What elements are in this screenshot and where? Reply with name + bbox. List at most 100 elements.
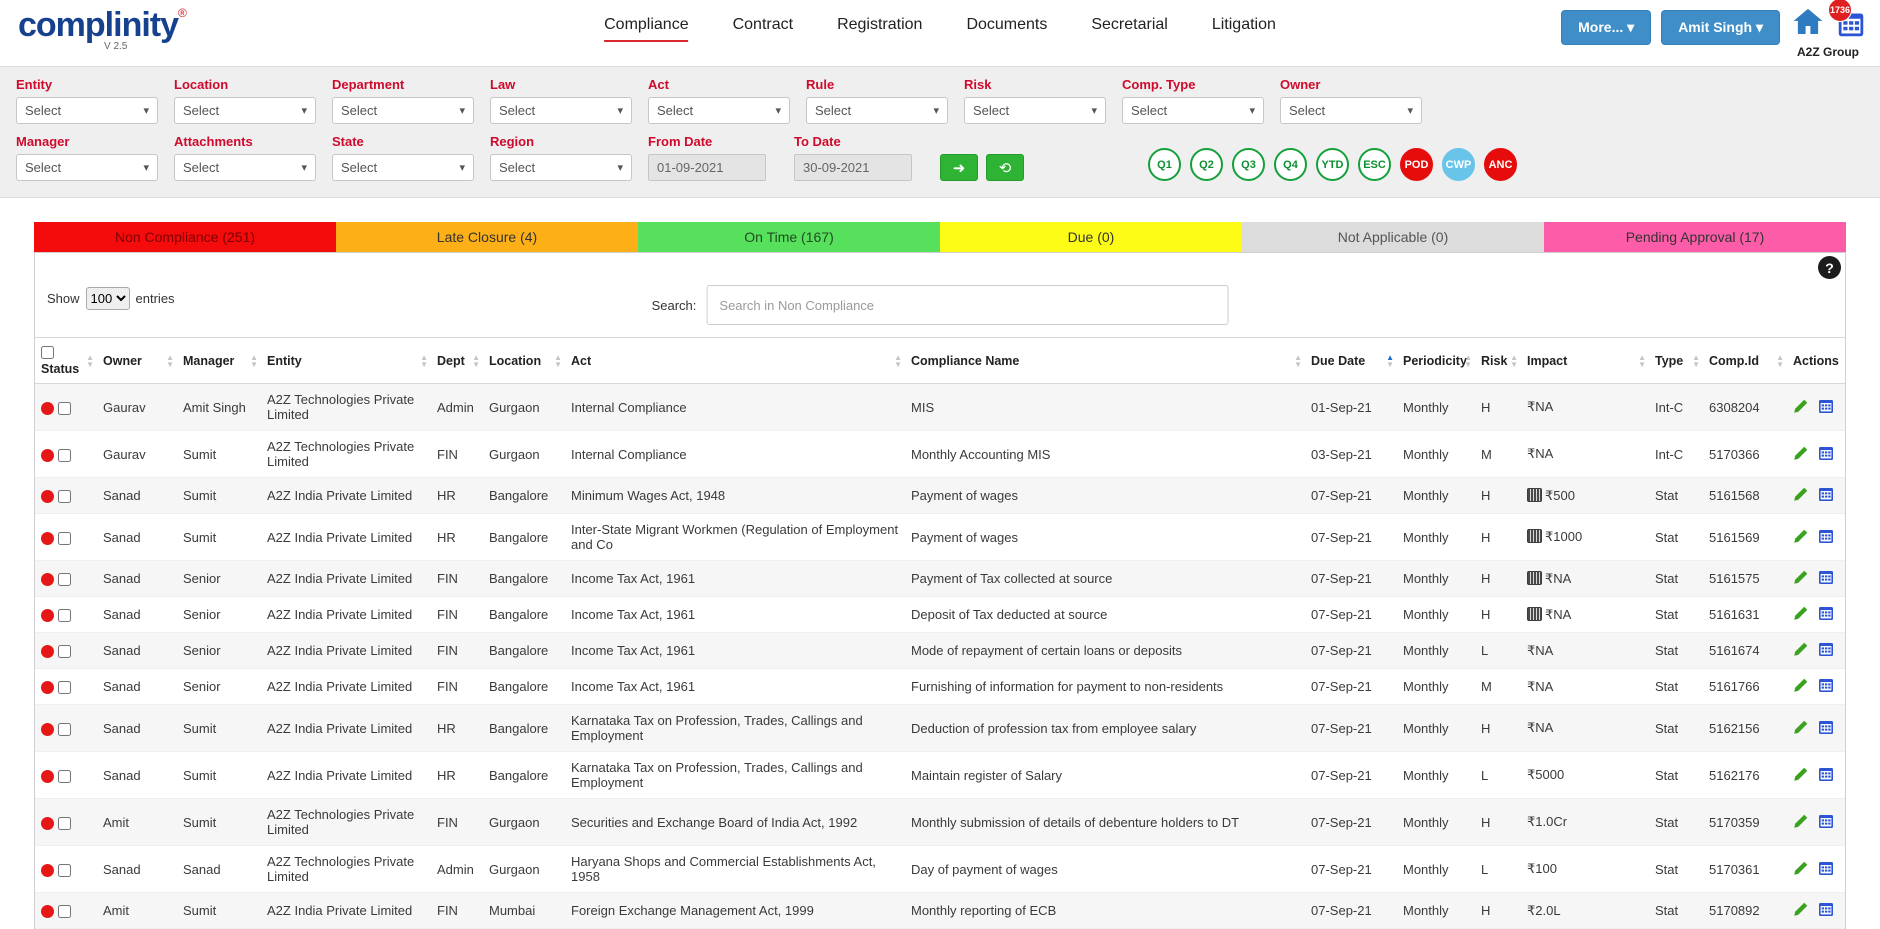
table-row[interactable]: Amit Sumit A2Z India Private Limited FIN… — [35, 892, 1845, 929]
row-checkbox[interactable] — [58, 531, 71, 545]
edit-icon[interactable] — [1793, 813, 1809, 832]
sort-icon[interactable]: ▲ ▼ — [166, 352, 174, 369]
quick-button-esc[interactable]: ESC — [1358, 148, 1391, 181]
table-row[interactable]: Sanad Sumit A2Z India Private Limited HR… — [35, 477, 1845, 514]
col-header-dept[interactable]: Dept ▲ ▼ — [431, 337, 483, 384]
filter-select-law[interactable]: Select ▾ — [490, 97, 632, 124]
calendar-action-icon[interactable] — [1818, 766, 1834, 785]
edit-icon[interactable] — [1793, 605, 1809, 624]
sort-icon[interactable]: ▲ ▼ — [554, 352, 562, 369]
calendar-action-icon[interactable] — [1818, 860, 1834, 879]
col-header-entity[interactable]: Entity ▲ ▼ — [261, 337, 431, 384]
edit-icon[interactable] — [1793, 677, 1809, 696]
row-checkbox[interactable] — [58, 863, 71, 877]
table-row[interactable]: Sanad Senior A2Z India Private Limited F… — [35, 668, 1845, 705]
edit-icon[interactable] — [1793, 860, 1809, 879]
row-checkbox[interactable] — [58, 490, 71, 504]
row-checkbox[interactable] — [58, 609, 71, 623]
col-header-risk[interactable]: Risk ▲ ▼ — [1475, 337, 1521, 384]
quick-button-q1[interactable]: Q1 — [1148, 148, 1181, 181]
filter-select-entity[interactable]: Select ▾ — [16, 97, 158, 124]
row-checkbox[interactable] — [58, 905, 71, 919]
row-checkbox[interactable] — [58, 401, 71, 415]
filter-select-region[interactable]: Select ▾ — [490, 154, 632, 181]
edit-icon[interactable] — [1793, 641, 1809, 660]
to-date-input[interactable] — [794, 154, 912, 181]
table-row[interactable]: Sanad Sanad A2Z Technologies Private Lim… — [35, 845, 1845, 893]
table-row[interactable]: Sanad Senior A2Z India Private Limited F… — [35, 632, 1845, 669]
calendar-action-icon[interactable] — [1818, 813, 1834, 832]
calendar-action-icon[interactable] — [1818, 528, 1834, 547]
filter-select-attachments[interactable]: Select ▾ — [174, 154, 316, 181]
calendar-action-icon[interactable] — [1818, 605, 1834, 624]
reset-icon[interactable]: ⟲ — [986, 154, 1024, 181]
table-row[interactable]: Sanad Senior A2Z India Private Limited F… — [35, 560, 1845, 597]
col-header-comp-id[interactable]: Comp.Id ▲ ▼ — [1703, 337, 1787, 384]
row-checkbox[interactable] — [58, 769, 71, 783]
sort-icon[interactable]: ▲ ▼ — [894, 352, 902, 369]
filter-select-manager[interactable]: Select ▾ — [16, 154, 158, 181]
sort-icon[interactable]: ▲ ▼ — [472, 352, 480, 369]
calendar-action-icon[interactable] — [1818, 569, 1834, 588]
filter-select-owner[interactable]: Select ▾ — [1280, 97, 1422, 124]
edit-icon[interactable] — [1793, 398, 1809, 417]
row-checkbox[interactable] — [58, 645, 71, 659]
table-row[interactable]: Sanad Sumit A2Z India Private Limited HR… — [35, 751, 1845, 799]
select-all-checkbox[interactable] — [41, 345, 54, 359]
nav-item-compliance[interactable]: Compliance — [604, 16, 689, 42]
sort-icon[interactable]: ▲ ▼ — [86, 352, 94, 369]
quick-button-ytd[interactable]: YTD — [1316, 148, 1349, 181]
sort-icon[interactable]: ▲ ▼ — [1294, 352, 1302, 369]
search-input[interactable] — [706, 285, 1229, 325]
calendar-icon[interactable]: 1736 — [1828, 0, 1866, 43]
tab-due[interactable]: Due (0) — [940, 222, 1242, 252]
row-checkbox[interactable] — [58, 722, 71, 736]
table-row[interactable]: Sanad Senior A2Z India Private Limited F… — [35, 596, 1845, 633]
col-header-status[interactable]: Status ▲ ▼ — [35, 337, 97, 384]
edit-icon[interactable] — [1793, 719, 1809, 738]
sort-icon[interactable]: ▲ ▼ — [250, 352, 258, 369]
tab-pending-approval[interactable]: Pending Approval (17) — [1544, 222, 1846, 252]
edit-icon[interactable] — [1793, 901, 1809, 920]
sort-icon[interactable]: ▲ ▼ — [1692, 352, 1700, 369]
col-header-owner[interactable]: Owner ▲ ▼ — [97, 337, 177, 384]
nav-item-documents[interactable]: Documents — [966, 16, 1048, 33]
sort-icon[interactable]: ▲ ▼ — [1386, 352, 1394, 369]
col-header-periodicity[interactable]: Periodicity ▲ ▼ — [1397, 337, 1475, 384]
edit-icon[interactable] — [1793, 766, 1809, 785]
table-row[interactable]: Amit Sumit A2Z Technologies Private Limi… — [35, 798, 1845, 846]
edit-icon[interactable] — [1793, 569, 1809, 588]
edit-icon[interactable] — [1793, 528, 1809, 547]
calendar-action-icon[interactable] — [1818, 901, 1834, 920]
tab-late-closure[interactable]: Late Closure (4) — [336, 222, 638, 252]
row-checkbox[interactable] — [58, 681, 71, 695]
from-date-input[interactable] — [648, 154, 766, 181]
col-header-location[interactable]: Location ▲ ▼ — [483, 337, 565, 384]
edit-icon[interactable] — [1793, 445, 1809, 464]
quick-button-q4[interactable]: Q4 — [1274, 148, 1307, 181]
calendar-action-icon[interactable] — [1818, 486, 1834, 505]
nav-item-secretarial[interactable]: Secretarial — [1091, 16, 1168, 33]
nav-item-registration[interactable]: Registration — [837, 16, 923, 33]
tab-non-compliance[interactable]: Non Compliance (251) — [34, 222, 336, 252]
sort-icon[interactable]: ▲ ▼ — [1464, 352, 1472, 369]
row-checkbox[interactable] — [58, 816, 71, 830]
app-logo[interactable]: complinity® V 2.5 — [18, 6, 187, 52]
go-arrow-button[interactable]: ➜ — [940, 154, 978, 181]
tab-not-applicable[interactable]: Not Applicable (0) — [1242, 222, 1544, 252]
quick-button-q3[interactable]: Q3 — [1232, 148, 1265, 181]
table-row[interactable]: Sanad Sumit A2Z India Private Limited HR… — [35, 704, 1845, 752]
calendar-action-icon[interactable] — [1818, 445, 1834, 464]
filter-select-location[interactable]: Select ▾ — [174, 97, 316, 124]
quick-button-pod[interactable]: POD — [1400, 148, 1433, 181]
col-header-act[interactable]: Act ▲ ▼ — [565, 337, 905, 384]
sort-icon[interactable]: ▲ ▼ — [420, 352, 428, 369]
sort-icon[interactable]: ▲ ▼ — [1776, 352, 1784, 369]
col-header-manager[interactable]: Manager ▲ ▼ — [177, 337, 261, 384]
tab-on-time[interactable]: On Time (167) — [638, 222, 940, 252]
row-checkbox[interactable] — [58, 448, 71, 462]
sort-icon[interactable]: ▲ ▼ — [1510, 352, 1518, 369]
calendar-action-icon[interactable] — [1818, 719, 1834, 738]
entries-select[interactable]: 100 — [85, 287, 130, 310]
help-icon[interactable]: ? — [1818, 256, 1841, 279]
